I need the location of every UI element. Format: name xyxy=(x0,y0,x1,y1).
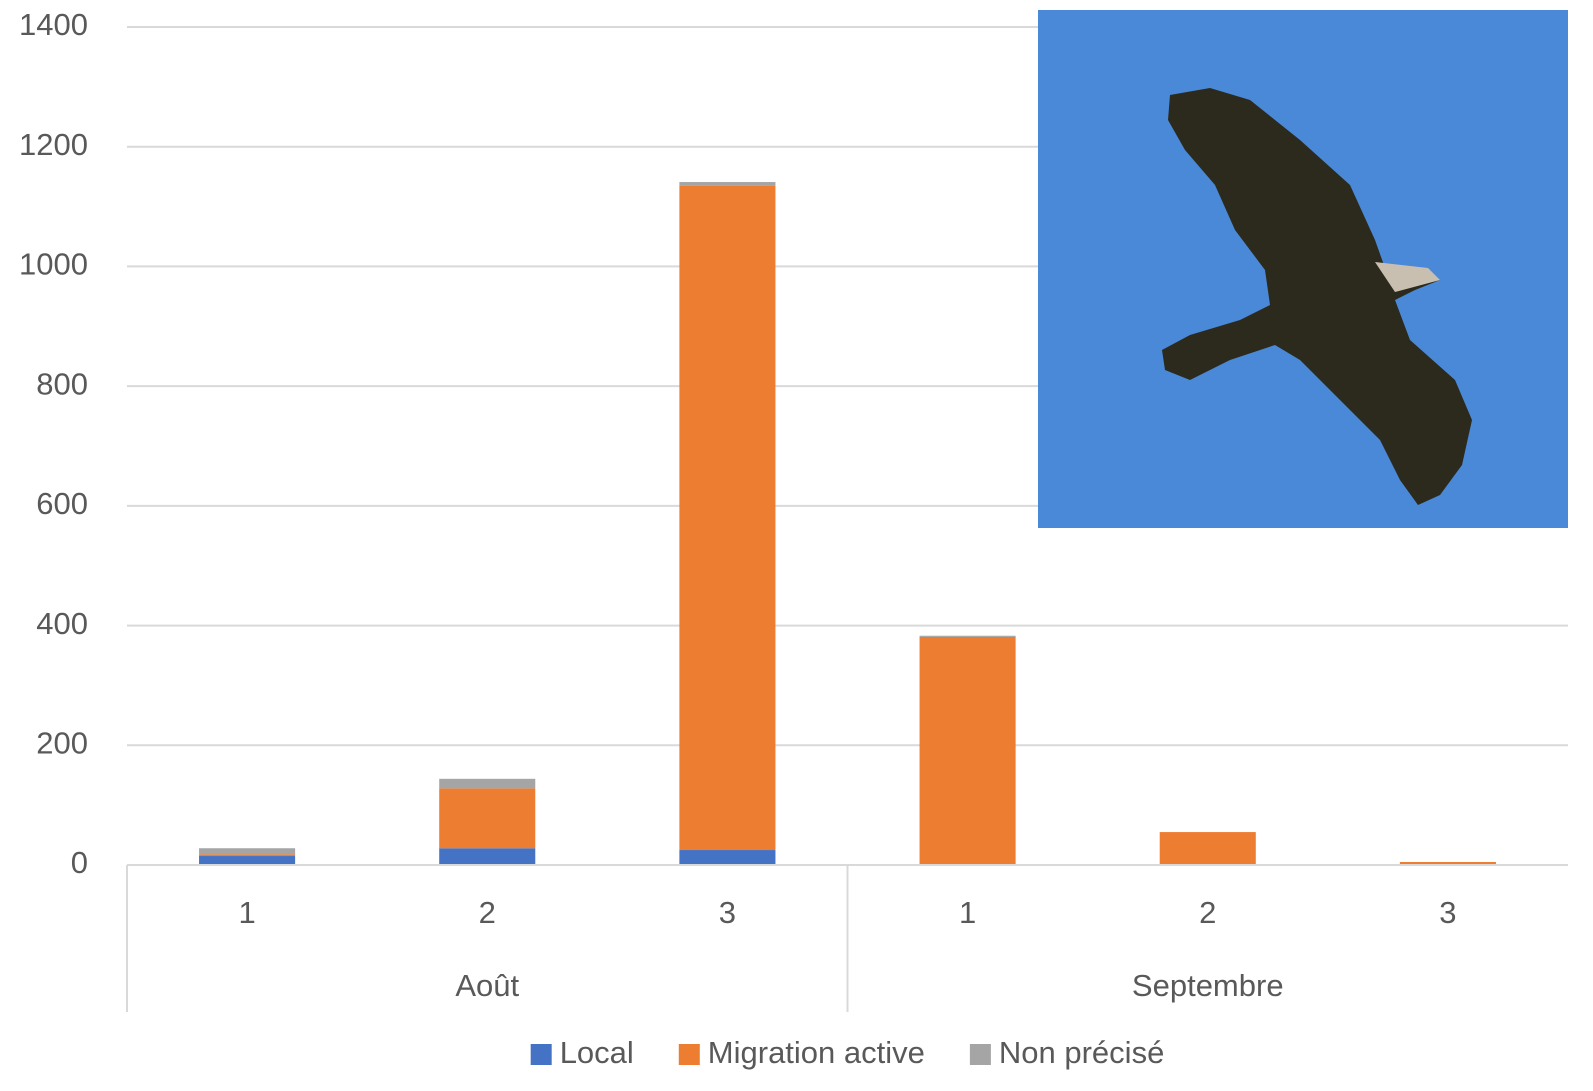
bar-segment xyxy=(439,788,536,849)
photo xyxy=(1038,10,1568,528)
bar-segment xyxy=(199,856,296,865)
group-label: Août xyxy=(455,968,519,1003)
x-tick-label: 1 xyxy=(238,895,255,930)
y-tick-label: 1200 xyxy=(19,127,88,162)
legend-swatch xyxy=(530,1044,552,1065)
bar-segment xyxy=(919,635,1016,637)
y-tick-label: 600 xyxy=(36,486,88,521)
y-tick-label: 200 xyxy=(36,725,88,760)
x-tick-label: 1 xyxy=(959,895,976,930)
x-tick-label: 3 xyxy=(1439,895,1456,930)
bird-head xyxy=(1375,262,1440,292)
x-tick-label: 3 xyxy=(719,895,736,930)
bar-segment xyxy=(919,636,1016,865)
legend-label: Local xyxy=(560,1035,634,1070)
bar-segment xyxy=(1399,862,1496,865)
legend-label: Migration active xyxy=(708,1035,925,1070)
bar-segment xyxy=(679,850,776,865)
x-tick-label: 2 xyxy=(1199,895,1216,930)
legend: Local Migration active Non précisé xyxy=(530,1035,1164,1070)
x-tick-label: 2 xyxy=(479,895,496,930)
bar-segment xyxy=(439,848,536,865)
legend-swatch xyxy=(969,1044,991,1065)
plot-area: 0 200 400 600 800 1000 1200 1400 1 2 3 1 2 3 Août Septe… xyxy=(19,7,1568,1012)
y-tick-label: 1000 xyxy=(19,247,88,282)
group-label: Septembre xyxy=(1132,968,1284,1003)
legend-label: Non précisé xyxy=(999,1035,1164,1070)
y-tick-label: 1400 xyxy=(19,7,88,42)
y-tick-label: 0 xyxy=(71,845,88,880)
bar-segment xyxy=(199,854,296,857)
bar-segment xyxy=(439,778,536,789)
bar-segment xyxy=(679,182,776,186)
legend-swatch xyxy=(678,1044,700,1065)
bird-silhouette xyxy=(1162,88,1472,505)
bar-segment xyxy=(679,185,776,851)
y-tick-label: 800 xyxy=(36,366,88,401)
bar-segment xyxy=(1159,832,1256,865)
bar-segment xyxy=(199,848,296,855)
y-tick-label: 400 xyxy=(36,606,88,641)
